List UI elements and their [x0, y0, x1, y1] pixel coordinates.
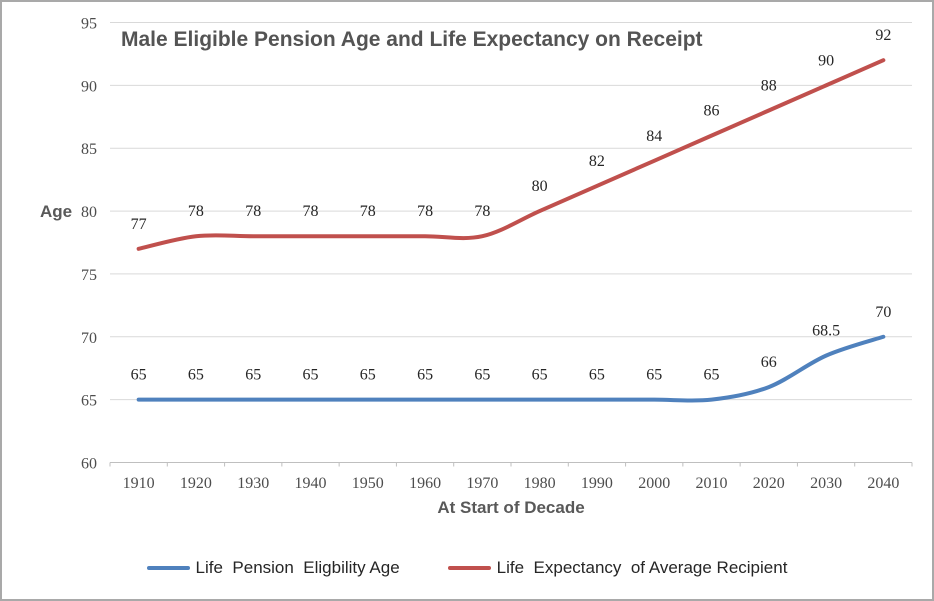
data-label: 65 [245, 367, 261, 384]
data-label: 65 [360, 367, 376, 384]
chart-title: Male Eligible Pension Age and Life Expec… [121, 28, 703, 51]
series-line-1 [136, 58, 886, 251]
data-label: 78 [303, 203, 319, 220]
x-tick-label: 1910 [123, 475, 155, 492]
data-label: 68.5 [812, 323, 840, 340]
y-tick-label: 90 [81, 78, 97, 95]
legend-label-life-expectancy: Life Expectancy of Average Recipient [496, 558, 788, 577]
data-label: 65 [474, 367, 490, 384]
data-label: 78 [474, 203, 490, 220]
data-label: 90 [818, 52, 834, 69]
x-tick-label: 1990 [581, 475, 613, 492]
y-tick-label: 60 [81, 456, 97, 473]
data-label: 78 [188, 203, 204, 220]
x-tick-label: 2030 [810, 475, 842, 492]
data-label: 70 [875, 304, 891, 321]
y-tick-label: 95 [81, 16, 97, 33]
y-tick-label: 85 [81, 141, 97, 158]
data-label: 88 [761, 78, 777, 95]
data-label: 66 [761, 354, 777, 371]
data-label: 78 [417, 203, 433, 220]
legend-line-swatch-blue [146, 566, 190, 570]
legend-line-swatch-red [447, 566, 491, 570]
x-tick-label: 1940 [295, 475, 327, 492]
legend-label-pension-age: Life Pension Eligbility Age [195, 558, 400, 577]
data-label: 80 [532, 178, 548, 195]
data-label: 78 [360, 203, 376, 220]
data-label: 86 [704, 103, 720, 120]
data-label: 65 [704, 367, 720, 384]
y-tick-label: 75 [81, 267, 97, 284]
data-label: 65 [188, 367, 204, 384]
y-tick-label: 80 [81, 204, 97, 221]
data-label: 82 [589, 153, 605, 170]
data-label: 65 [646, 367, 662, 384]
x-tick-label: 2000 [638, 475, 670, 492]
x-tick-label: 1980 [524, 475, 556, 492]
y-axis-title: Age [40, 202, 73, 221]
data-label: 84 [646, 128, 662, 145]
x-tick-label: 1960 [409, 475, 441, 492]
legend-item-life-expectancy: Life Expectancy of Average Recipient [447, 558, 788, 578]
data-label: 65 [303, 367, 319, 384]
data-label: 92 [875, 27, 891, 44]
x-tick-label: 1970 [466, 475, 498, 492]
x-axis-title: At Start of Decade [437, 498, 585, 517]
y-tick-label: 70 [81, 330, 97, 347]
data-label: 65 [532, 367, 548, 384]
series-line-0 [136, 334, 886, 403]
data-label: 78 [245, 203, 261, 220]
x-tick-label: 1950 [352, 475, 384, 492]
y-tick-label: 65 [81, 393, 97, 410]
x-tick-label: 2010 [696, 475, 728, 492]
legend-item-pension-age: Life Pension Eligbility Age [146, 558, 400, 578]
data-label: 65 [589, 367, 605, 384]
legend: Life Pension Eligbility Age Life Expecta… [2, 558, 932, 578]
x-tick-label: 2040 [867, 475, 899, 492]
x-tick-label: 2020 [753, 475, 785, 492]
data-label: 77 [131, 216, 147, 233]
data-label: 65 [131, 367, 147, 384]
x-tick-label: 1920 [180, 475, 212, 492]
data-label: 65 [417, 367, 433, 384]
x-tick-label: 1930 [237, 475, 269, 492]
